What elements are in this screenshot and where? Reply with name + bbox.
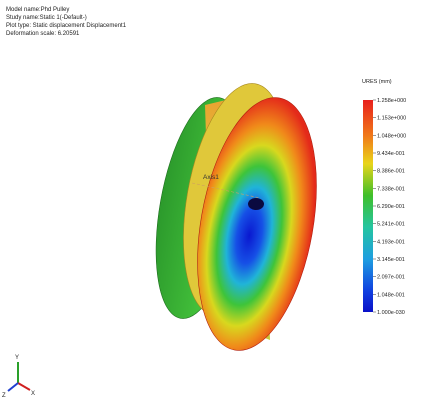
legend-label: 2.097e-001 bbox=[377, 275, 405, 281]
header-line: Model name:Phd Pulley bbox=[6, 7, 69, 13]
z-arrow bbox=[7, 382, 19, 392]
triad-y: Y bbox=[15, 355, 19, 361]
pulley-model: Axis1 bbox=[155, 83, 317, 351]
legend-label: 1.048e+000 bbox=[377, 133, 406, 139]
bore bbox=[248, 198, 264, 210]
legend-labels: 1.258e+000 1.153e+000 1.048e+000 9.434e-001… bbox=[373, 98, 406, 316]
header-line: Study name:Static 1(-Default-) bbox=[6, 15, 87, 21]
color-bar bbox=[363, 100, 373, 312]
legend-label: 7.338e-001 bbox=[377, 186, 405, 192]
legend-label: 8.386e-001 bbox=[377, 169, 405, 175]
triad-x: X bbox=[31, 391, 35, 397]
header-line: Plot type: Static displacement Displacem… bbox=[6, 23, 127, 29]
header-line: Deformation scale: 6.20591 bbox=[6, 31, 80, 37]
legend-label: 1.048e-001 bbox=[377, 292, 405, 298]
legend-label: 3.145e-001 bbox=[377, 257, 405, 263]
legend-label: 1.258e+000 bbox=[377, 98, 406, 104]
axis-line bbox=[191, 182, 261, 199]
legend: URES (mm) 1.258e+000 1.153e+000 1.048e+000… bbox=[362, 79, 406, 316]
legend-label: 1.153e+000 bbox=[377, 116, 406, 122]
axis-label: Axis1 bbox=[203, 174, 219, 181]
legend-label: 6.290e-001 bbox=[377, 204, 405, 210]
legend-label: 4.193e-001 bbox=[377, 239, 405, 245]
legend-label: 5.241e-001 bbox=[377, 222, 405, 228]
triad-z: Z bbox=[2, 393, 6, 399]
x-arrow bbox=[17, 382, 31, 391]
legend-label: 9.434e-001 bbox=[377, 151, 405, 157]
axis-triad: Y X Z bbox=[2, 355, 35, 399]
legend-title: URES (mm) bbox=[362, 79, 392, 85]
header: Model name:Phd Pulley Study name:Static … bbox=[6, 7, 127, 37]
front-flange bbox=[197, 97, 317, 351]
legend-label: 1.000e-030 bbox=[377, 310, 405, 316]
